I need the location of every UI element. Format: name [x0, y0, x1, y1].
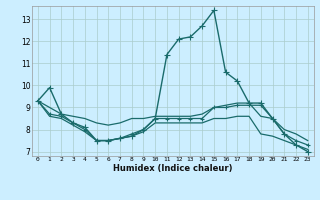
X-axis label: Humidex (Indice chaleur): Humidex (Indice chaleur): [113, 164, 233, 173]
